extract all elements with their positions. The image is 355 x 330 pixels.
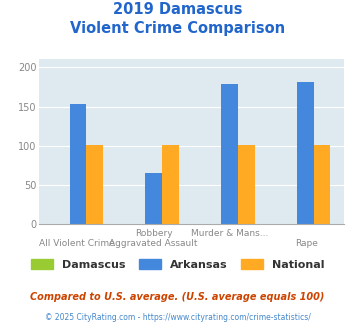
Text: Violent Crime Comparison: Violent Crime Comparison — [70, 21, 285, 36]
Bar — [70, 104, 86, 224]
Text: All Violent Crime: All Violent Crime — [39, 239, 115, 248]
Text: 2019 Damascus: 2019 Damascus — [113, 2, 242, 16]
Bar — [238, 145, 255, 224]
Bar — [297, 82, 314, 224]
Text: Murder & Mans...: Murder & Mans... — [191, 229, 268, 238]
Bar — [162, 145, 179, 224]
Bar — [221, 84, 238, 224]
Text: Aggravated Assault: Aggravated Assault — [109, 239, 198, 248]
Text: Robbery: Robbery — [135, 229, 172, 238]
Bar — [86, 145, 103, 224]
Legend: Damascus, Arkansas, National: Damascus, Arkansas, National — [26, 255, 329, 274]
Bar — [146, 173, 162, 224]
Text: © 2025 CityRating.com - https://www.cityrating.com/crime-statistics/: © 2025 CityRating.com - https://www.city… — [45, 313, 310, 322]
Text: Rape: Rape — [295, 239, 318, 248]
Text: Compared to U.S. average. (U.S. average equals 100): Compared to U.S. average. (U.S. average … — [30, 292, 325, 302]
Bar — [314, 145, 331, 224]
